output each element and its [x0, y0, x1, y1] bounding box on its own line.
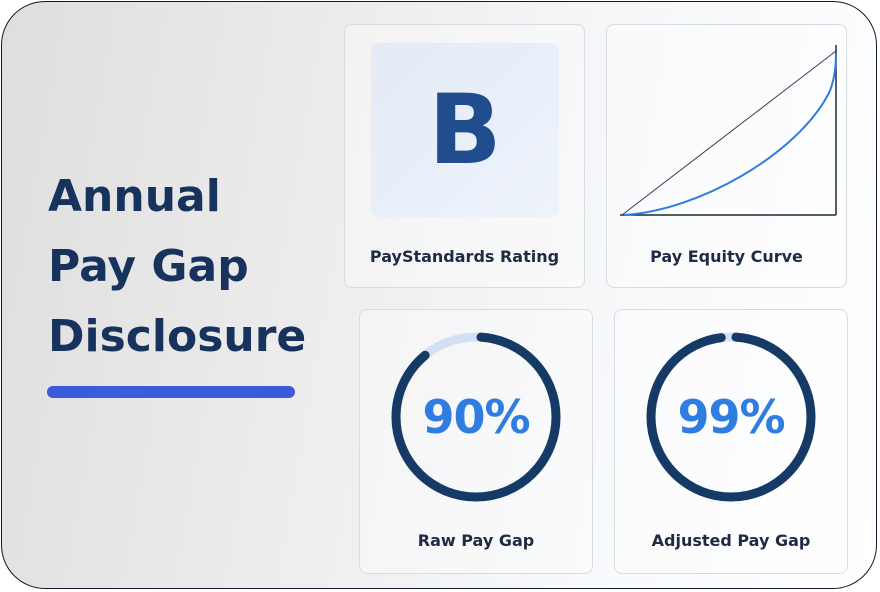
adjusted-gap-value: 99% [677, 390, 785, 444]
lorenz-curve-icon [620, 45, 837, 216]
title-line-1: Annual [48, 171, 221, 222]
raw-gap-ring [391, 332, 561, 502]
raw-gap-ring-fill [391, 332, 561, 502]
raw-gap-value: 90% [422, 390, 530, 444]
pay-equity-curve-card: Pay Equity Curve [606, 24, 847, 288]
paystandards-rating-card: B PayStandards Rating [344, 24, 585, 288]
adjusted-gap-ring-fill [646, 332, 816, 502]
page-title: Annual Pay Gap Disclosure [48, 162, 338, 372]
raw-gap-label: Raw Pay Gap [417, 531, 535, 550]
title-underline [47, 386, 295, 398]
adjusted-pay-gap-card: 99% Adjusted Pay Gap [614, 309, 848, 574]
rating-letter: B [428, 74, 502, 186]
title-line-2: Pay Gap [48, 241, 249, 292]
equality-line [621, 50, 837, 216]
adjusted-gap-label: Adjusted Pay Gap [651, 531, 811, 550]
equity-curve [623, 52, 837, 216]
title-line-3: Disclosure [48, 311, 307, 362]
raw-pay-gap-card: 90% Raw Pay Gap [359, 309, 593, 574]
curve-label: Pay Equity Curve [650, 247, 803, 266]
adjusted-gap-ring [646, 332, 816, 502]
rating-label: PayStandards Rating [369, 247, 560, 266]
rating-badge: B [371, 43, 559, 217]
